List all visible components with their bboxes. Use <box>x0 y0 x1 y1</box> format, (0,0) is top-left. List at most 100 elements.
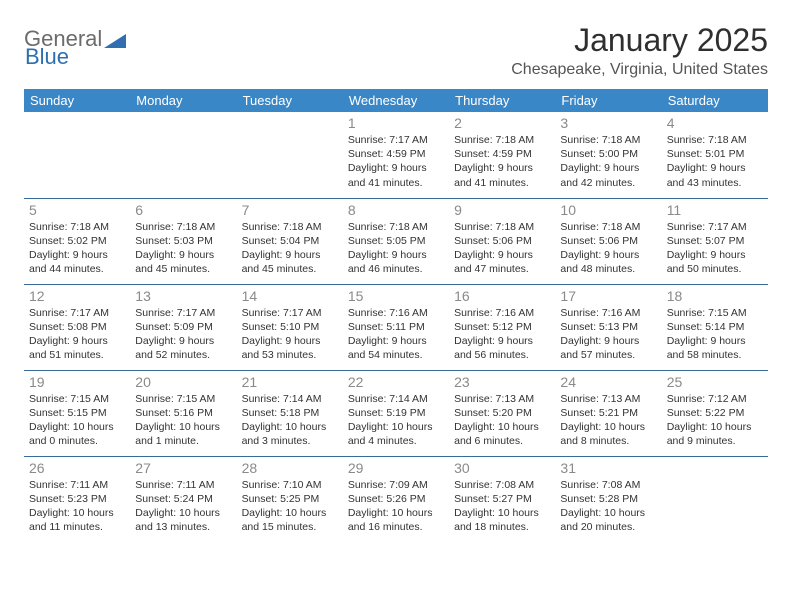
calendar-day-cell: 8Sunrise: 7:18 AMSunset: 5:05 PMDaylight… <box>343 198 449 284</box>
daylight-text: Daylight: 9 hours and 48 minutes. <box>560 248 656 276</box>
calendar-day-cell: 7Sunrise: 7:18 AMSunset: 5:04 PMDaylight… <box>237 198 343 284</box>
calendar-table: SundayMondayTuesdayWednesdayThursdayFrid… <box>24 89 768 542</box>
day-number: 25 <box>667 374 763 390</box>
sunset-text: Sunset: 5:24 PM <box>135 492 231 506</box>
day-number: 18 <box>667 288 763 304</box>
sunrise-text: Sunrise: 7:12 AM <box>667 392 763 406</box>
sunset-text: Sunset: 5:01 PM <box>667 147 763 161</box>
calendar-day-cell: 22Sunrise: 7:14 AMSunset: 5:19 PMDayligh… <box>343 370 449 456</box>
day-number: 23 <box>454 374 550 390</box>
calendar-day-cell: 26Sunrise: 7:11 AMSunset: 5:23 PMDayligh… <box>24 456 130 542</box>
sunrise-text: Sunrise: 7:08 AM <box>560 478 656 492</box>
sunset-text: Sunset: 5:13 PM <box>560 320 656 334</box>
sunrise-text: Sunrise: 7:08 AM <box>454 478 550 492</box>
daylight-text: Daylight: 10 hours and 4 minutes. <box>348 420 444 448</box>
sunrise-text: Sunrise: 7:18 AM <box>29 220 125 234</box>
day-number: 4 <box>667 115 763 131</box>
day-number: 27 <box>135 460 231 476</box>
day-number: 11 <box>667 202 763 218</box>
sunrise-text: Sunrise: 7:17 AM <box>348 133 444 147</box>
day-number: 6 <box>135 202 231 218</box>
location-label: Chesapeake, Virginia, United States <box>511 61 768 79</box>
daylight-text: Daylight: 10 hours and 15 minutes. <box>242 506 338 534</box>
daylight-text: Daylight: 9 hours and 46 minutes. <box>348 248 444 276</box>
daylight-text: Daylight: 9 hours and 42 minutes. <box>560 161 656 189</box>
day-number: 3 <box>560 115 656 131</box>
daylight-text: Daylight: 10 hours and 6 minutes. <box>454 420 550 448</box>
daylight-text: Daylight: 10 hours and 11 minutes. <box>29 506 125 534</box>
logo: GeneralBlue <box>24 22 126 68</box>
calendar-day-cell <box>237 112 343 198</box>
day-number: 2 <box>454 115 550 131</box>
daylight-text: Daylight: 10 hours and 3 minutes. <box>242 420 338 448</box>
calendar-day-cell: 28Sunrise: 7:10 AMSunset: 5:25 PMDayligh… <box>237 456 343 542</box>
day-number: 17 <box>560 288 656 304</box>
sunrise-text: Sunrise: 7:11 AM <box>29 478 125 492</box>
sunset-text: Sunset: 5:04 PM <box>242 234 338 248</box>
sunrise-text: Sunrise: 7:15 AM <box>135 392 231 406</box>
calendar-day-cell: 31Sunrise: 7:08 AMSunset: 5:28 PMDayligh… <box>555 456 661 542</box>
daylight-text: Daylight: 10 hours and 13 minutes. <box>135 506 231 534</box>
sunset-text: Sunset: 5:02 PM <box>29 234 125 248</box>
sunrise-text: Sunrise: 7:18 AM <box>560 133 656 147</box>
calendar-day-cell: 25Sunrise: 7:12 AMSunset: 5:22 PMDayligh… <box>662 370 768 456</box>
calendar-day-cell: 30Sunrise: 7:08 AMSunset: 5:27 PMDayligh… <box>449 456 555 542</box>
day-number: 30 <box>454 460 550 476</box>
daylight-text: Daylight: 9 hours and 51 minutes. <box>29 334 125 362</box>
sunset-text: Sunset: 5:21 PM <box>560 406 656 420</box>
weekday-header: Wednesday <box>343 89 449 112</box>
calendar-day-cell: 29Sunrise: 7:09 AMSunset: 5:26 PMDayligh… <box>343 456 449 542</box>
sunset-text: Sunset: 5:16 PM <box>135 406 231 420</box>
calendar-day-cell: 23Sunrise: 7:13 AMSunset: 5:20 PMDayligh… <box>449 370 555 456</box>
calendar-week-row: 19Sunrise: 7:15 AMSunset: 5:15 PMDayligh… <box>24 370 768 456</box>
sunrise-text: Sunrise: 7:16 AM <box>348 306 444 320</box>
sunset-text: Sunset: 5:19 PM <box>348 406 444 420</box>
calendar-day-cell: 1Sunrise: 7:17 AMSunset: 4:59 PMDaylight… <box>343 112 449 198</box>
day-number: 14 <box>242 288 338 304</box>
daylight-text: Daylight: 10 hours and 9 minutes. <box>667 420 763 448</box>
sunrise-text: Sunrise: 7:15 AM <box>29 392 125 406</box>
daylight-text: Daylight: 10 hours and 0 minutes. <box>29 420 125 448</box>
calendar-week-row: 1Sunrise: 7:17 AMSunset: 4:59 PMDaylight… <box>24 112 768 198</box>
calendar-week-row: 5Sunrise: 7:18 AMSunset: 5:02 PMDaylight… <box>24 198 768 284</box>
calendar-day-cell: 4Sunrise: 7:18 AMSunset: 5:01 PMDaylight… <box>662 112 768 198</box>
sunset-text: Sunset: 5:10 PM <box>242 320 338 334</box>
daylight-text: Daylight: 10 hours and 16 minutes. <box>348 506 444 534</box>
sunset-text: Sunset: 5:18 PM <box>242 406 338 420</box>
calendar-day-cell: 24Sunrise: 7:13 AMSunset: 5:21 PMDayligh… <box>555 370 661 456</box>
daylight-text: Daylight: 9 hours and 50 minutes. <box>667 248 763 276</box>
day-number: 12 <box>29 288 125 304</box>
day-number: 1 <box>348 115 444 131</box>
day-number: 28 <box>242 460 338 476</box>
calendar-day-cell: 19Sunrise: 7:15 AMSunset: 5:15 PMDayligh… <box>24 370 130 456</box>
weekday-header: Saturday <box>662 89 768 112</box>
calendar-day-cell: 20Sunrise: 7:15 AMSunset: 5:16 PMDayligh… <box>130 370 236 456</box>
calendar-week-row: 26Sunrise: 7:11 AMSunset: 5:23 PMDayligh… <box>24 456 768 542</box>
sunset-text: Sunset: 5:14 PM <box>667 320 763 334</box>
sunrise-text: Sunrise: 7:18 AM <box>135 220 231 234</box>
daylight-text: Daylight: 9 hours and 57 minutes. <box>560 334 656 362</box>
sunrise-text: Sunrise: 7:17 AM <box>667 220 763 234</box>
sunset-text: Sunset: 5:27 PM <box>454 492 550 506</box>
sunrise-text: Sunrise: 7:18 AM <box>454 133 550 147</box>
sunrise-text: Sunrise: 7:13 AM <box>454 392 550 406</box>
sunrise-text: Sunrise: 7:18 AM <box>454 220 550 234</box>
calendar-day-cell: 10Sunrise: 7:18 AMSunset: 5:06 PMDayligh… <box>555 198 661 284</box>
day-number: 22 <box>348 374 444 390</box>
logo-text-blue: Blue <box>25 46 126 68</box>
calendar-day-cell <box>130 112 236 198</box>
daylight-text: Daylight: 10 hours and 20 minutes. <box>560 506 656 534</box>
calendar-day-cell: 16Sunrise: 7:16 AMSunset: 5:12 PMDayligh… <box>449 284 555 370</box>
calendar-day-cell: 3Sunrise: 7:18 AMSunset: 5:00 PMDaylight… <box>555 112 661 198</box>
calendar-header-row: SundayMondayTuesdayWednesdayThursdayFrid… <box>24 89 768 112</box>
calendar-day-cell: 5Sunrise: 7:18 AMSunset: 5:02 PMDaylight… <box>24 198 130 284</box>
day-number: 20 <box>135 374 231 390</box>
weekday-header: Friday <box>555 89 661 112</box>
weekday-header: Sunday <box>24 89 130 112</box>
day-number: 8 <box>348 202 444 218</box>
sunset-text: Sunset: 5:06 PM <box>560 234 656 248</box>
calendar-day-cell: 14Sunrise: 7:17 AMSunset: 5:10 PMDayligh… <box>237 284 343 370</box>
daylight-text: Daylight: 9 hours and 53 minutes. <box>242 334 338 362</box>
daylight-text: Daylight: 9 hours and 45 minutes. <box>242 248 338 276</box>
calendar-day-cell: 27Sunrise: 7:11 AMSunset: 5:24 PMDayligh… <box>130 456 236 542</box>
